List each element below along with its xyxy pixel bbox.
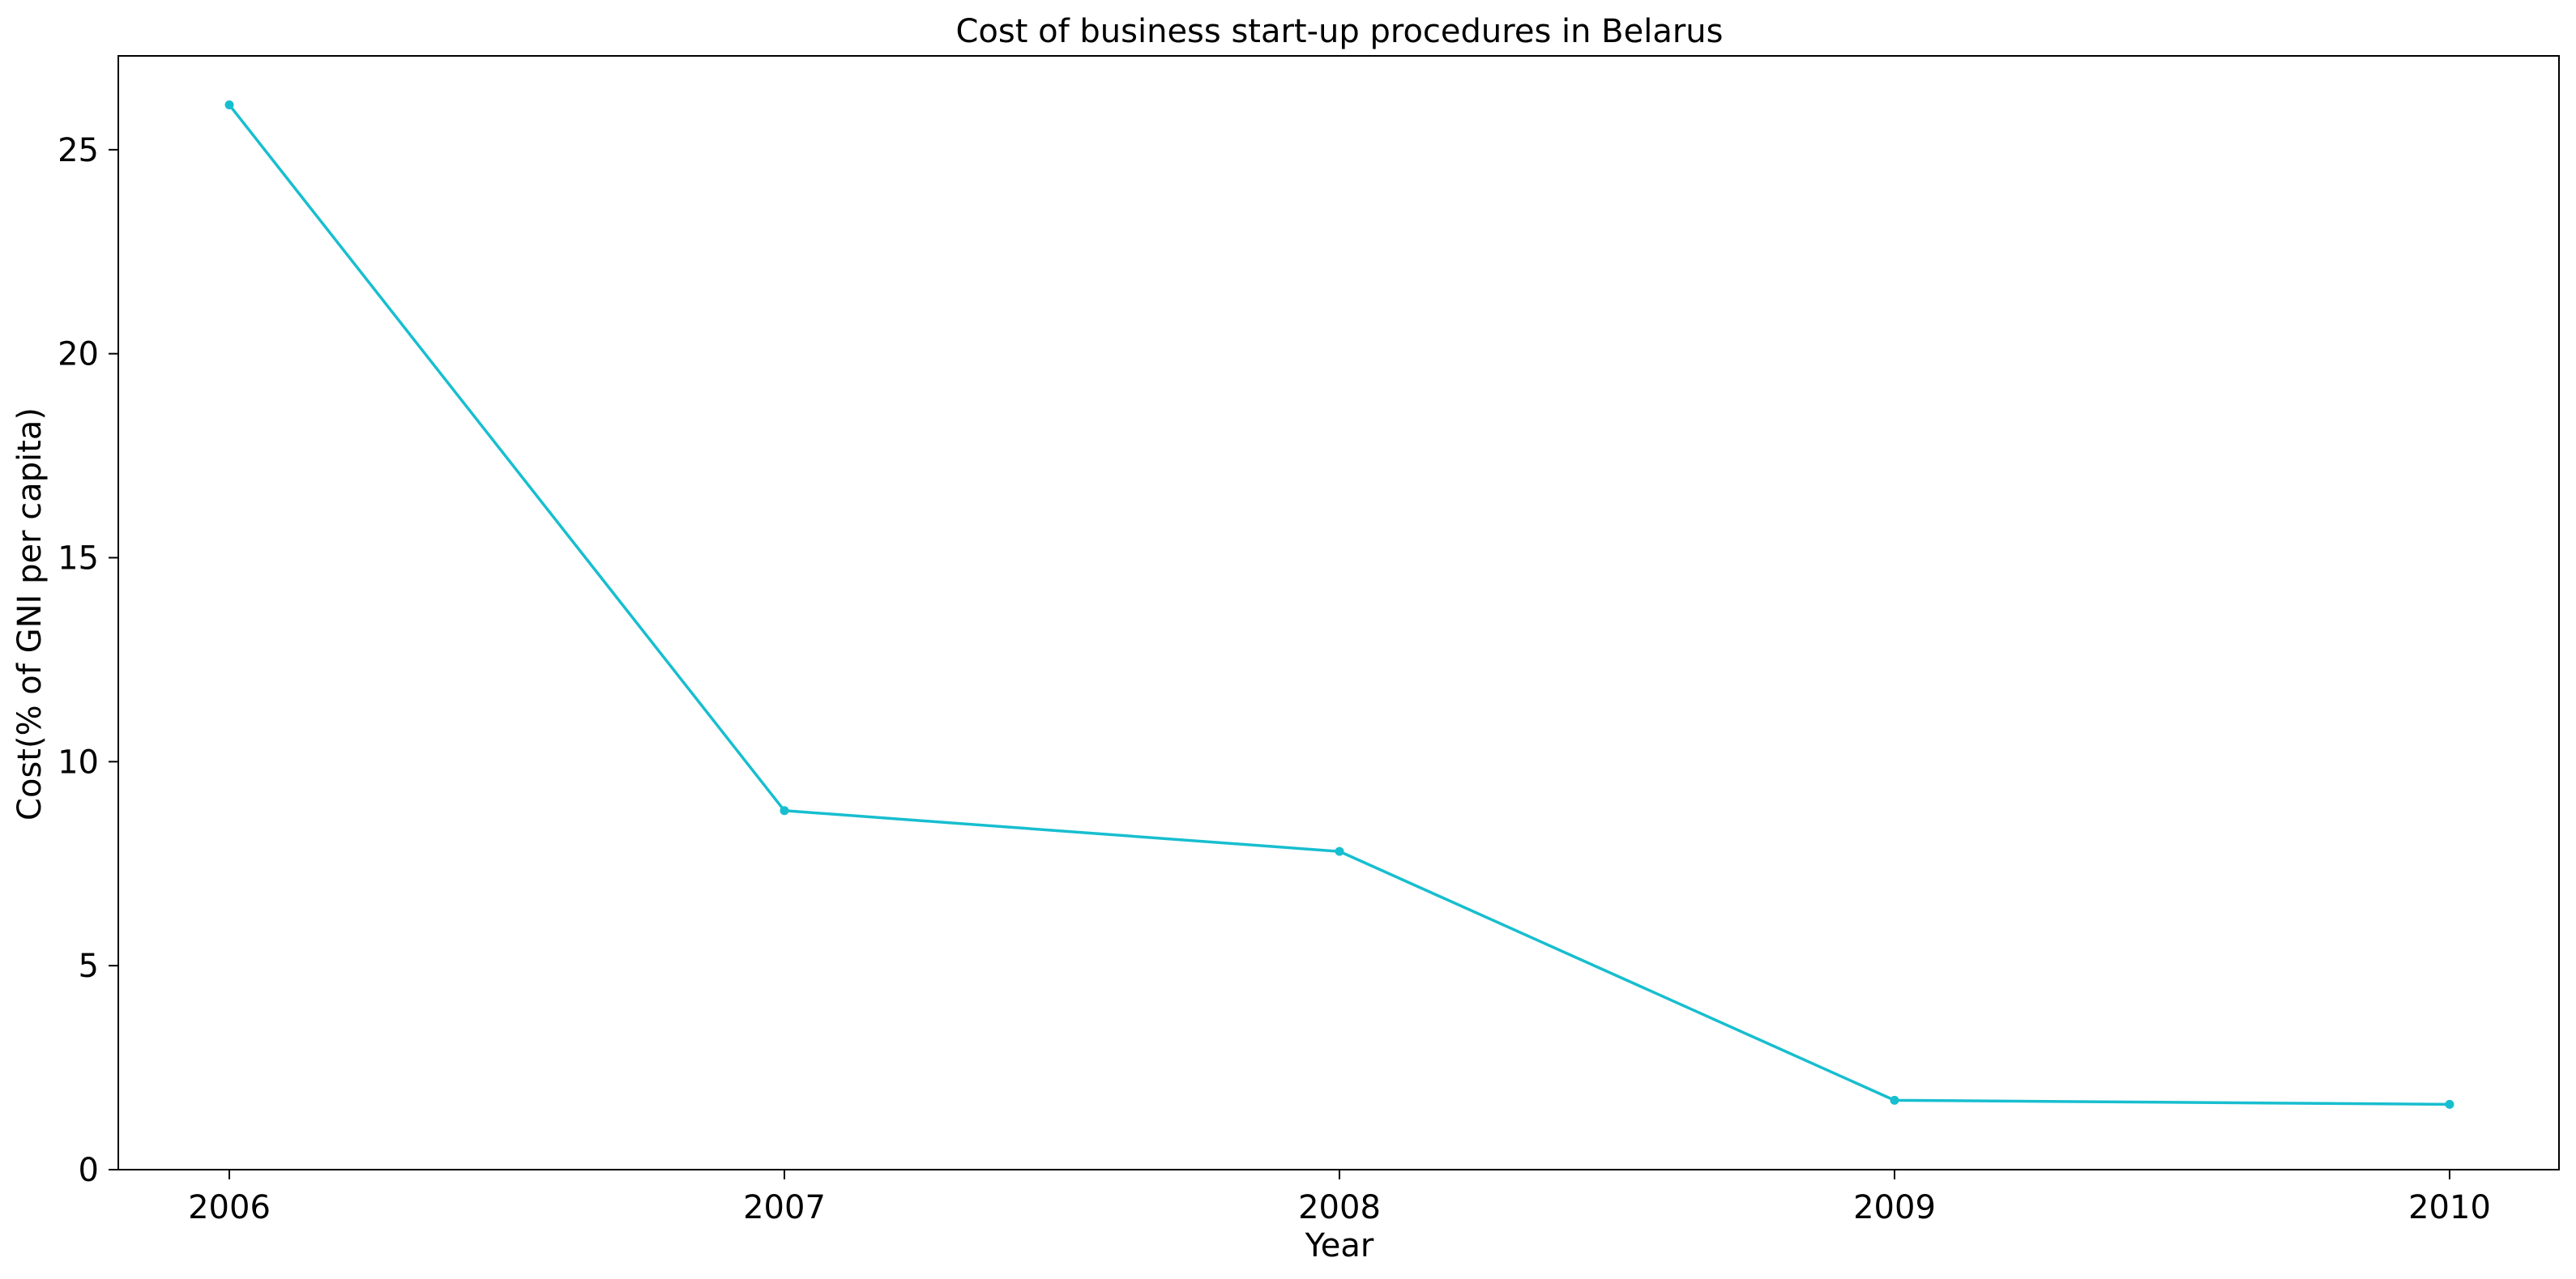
x-axis: 2006 2007 2008 2009 2010: [188, 1170, 2491, 1226]
x-tick-label: 2008: [1298, 1189, 1381, 1226]
chart-title: Cost of business start-up procedures in …: [955, 13, 1723, 50]
data-point: [224, 100, 234, 109]
data-point: [1890, 1095, 1899, 1105]
y-tick-label: 10: [58, 744, 99, 781]
data-point: [780, 806, 789, 816]
x-tick-label: 2009: [1853, 1189, 1936, 1226]
x-axis-title: Year: [1305, 1227, 1374, 1264]
y-axis-title: Cost(% of GNI per capita): [11, 407, 49, 821]
x-tick-label: 2006: [188, 1189, 271, 1226]
x-tick-label: 2010: [2408, 1189, 2491, 1226]
x-tick-label: 2007: [743, 1189, 826, 1226]
y-tick-label: 20: [58, 336, 99, 373]
series-layer: [224, 100, 2454, 1109]
data-point: [1335, 846, 1344, 856]
y-tick-label: 25: [58, 132, 99, 169]
y-tick-label: 5: [79, 948, 99, 985]
y-tick-label: 0: [79, 1152, 99, 1189]
y-axis: 0 5 10 15 20 25: [58, 132, 118, 1189]
data-point: [2445, 1099, 2454, 1109]
y-tick-label: 15: [58, 540, 99, 578]
